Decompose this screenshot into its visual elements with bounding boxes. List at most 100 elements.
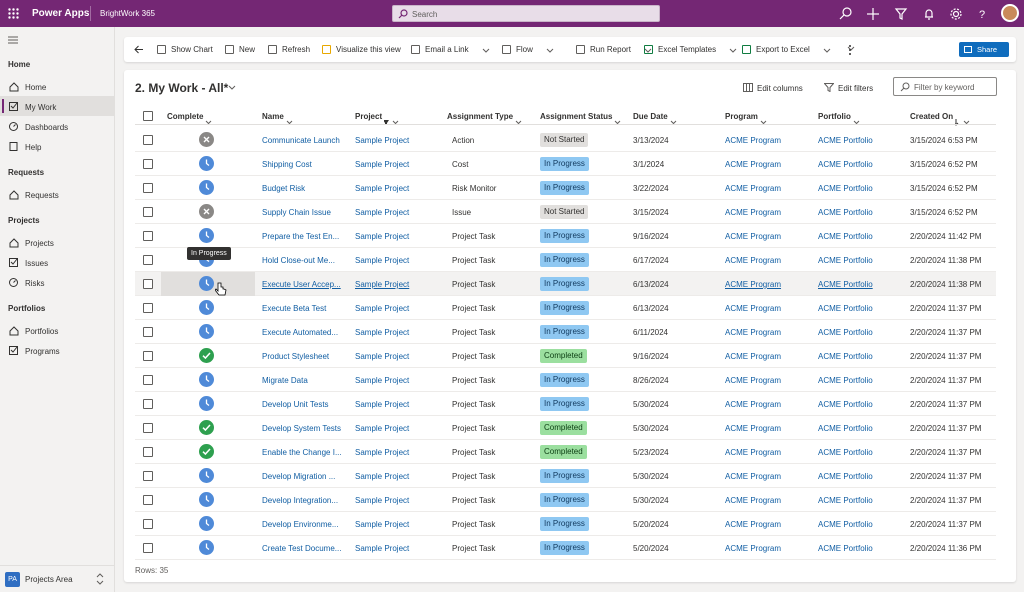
complete-icon[interactable] <box>199 540 214 555</box>
nav-item[interactable]: Help <box>25 143 42 152</box>
column-header[interactable]: Assignment Status <box>540 112 613 121</box>
nav-item[interactable]: Portfolios <box>25 327 59 336</box>
record-link[interactable]: Develop Integration... <box>262 496 339 505</box>
record-link[interactable]: Sample Project <box>355 496 410 505</box>
complete-icon[interactable] <box>199 348 214 363</box>
column-header[interactable]: Name <box>262 112 284 121</box>
record-link[interactable]: ACME Program <box>725 352 782 361</box>
complete-icon[interactable] <box>199 372 214 387</box>
record-link[interactable]: ACME Portfolio <box>818 184 873 193</box>
command-button[interactable]: Run Report <box>590 45 631 54</box>
record-link[interactable]: Supply Chain Issue <box>262 208 331 217</box>
record-link[interactable]: Develop Environme... <box>262 520 339 529</box>
record-link[interactable]: ACME Program <box>725 136 782 145</box>
record-link[interactable]: Sample Project <box>355 400 410 409</box>
command-chevron[interactable] <box>546 47 554 56</box>
record-link[interactable]: Sample Project <box>355 424 410 433</box>
nav-item[interactable]: Risks <box>25 279 45 288</box>
record-link[interactable]: ACME Portfolio <box>818 304 873 313</box>
nav-item[interactable]: Projects <box>25 239 54 248</box>
nav-item[interactable]: Programs <box>25 347 60 356</box>
record-link[interactable]: ACME Program <box>725 160 782 169</box>
complete-icon[interactable] <box>199 180 214 195</box>
record-link[interactable]: ACME Portfolio <box>818 520 873 529</box>
edit-filters[interactable]: Edit filters <box>838 84 874 93</box>
complete-icon[interactable] <box>199 420 214 435</box>
command-chevron[interactable] <box>482 47 490 56</box>
record-link[interactable]: ACME Portfolio <box>818 544 873 553</box>
checkbox[interactable] <box>143 159 153 169</box>
checkbox[interactable] <box>143 447 153 457</box>
record-link[interactable]: ACME Portfolio <box>818 472 873 481</box>
record-link[interactable]: ACME Portfolio <box>818 136 873 145</box>
complete-icon[interactable] <box>199 492 214 507</box>
command-button[interactable]: Excel Templates <box>658 45 717 54</box>
record-link[interactable]: Sample Project <box>355 376 410 385</box>
checkbox[interactable] <box>143 135 153 145</box>
record-link[interactable]: ACME Program <box>725 304 782 313</box>
record-link[interactable]: ACME Portfolio <box>818 496 873 505</box>
search-box[interactable]: Search <box>392 5 660 22</box>
command-button[interactable]: Flow <box>516 45 533 54</box>
checkbox[interactable] <box>143 303 153 313</box>
command-button[interactable]: Visualize this view <box>336 45 401 54</box>
record-link[interactable]: Execute Beta Test <box>262 304 327 313</box>
command-chevron[interactable] <box>644 47 652 56</box>
command-button[interactable]: New <box>239 45 256 54</box>
nav-item[interactable]: Home <box>25 83 47 92</box>
checkbox[interactable] <box>143 279 153 289</box>
complete-icon[interactable] <box>199 300 214 315</box>
menu-icon[interactable] <box>8 36 18 44</box>
record-link[interactable]: Migrate Data <box>262 376 308 385</box>
command-chevron[interactable] <box>823 47 831 56</box>
checkbox[interactable] <box>143 423 153 433</box>
column-header[interactable]: Portfolio <box>818 112 851 121</box>
record-link[interactable]: Sample Project <box>355 256 410 265</box>
column-header[interactable]: Created On <box>910 112 954 121</box>
area-switcher[interactable]: PA Projects Area <box>0 565 115 592</box>
record-link[interactable]: ACME Program <box>725 208 782 217</box>
record-link[interactable]: ACME Portfolio <box>818 328 873 337</box>
keyword-filter[interactable]: Filter by keyword <box>893 77 997 96</box>
column-header[interactable]: Project <box>355 112 383 121</box>
record-link[interactable]: ACME Program <box>725 496 782 505</box>
waffle-icon[interactable] <box>8 8 19 19</box>
checkbox[interactable] <box>143 231 153 241</box>
record-link[interactable]: ACME Program <box>725 376 782 385</box>
record-link[interactable]: Sample Project <box>355 232 410 241</box>
command-button[interactable]: Email a Link <box>425 45 469 54</box>
nav-item[interactable]: Dashboards <box>25 123 69 132</box>
record-link[interactable]: Product Stylesheet <box>262 352 330 361</box>
record-link[interactable]: ACME Portfolio <box>818 280 873 289</box>
share-button[interactable]: Share <box>959 42 1009 57</box>
record-link[interactable]: Develop System Tests <box>262 424 341 433</box>
nav-item[interactable]: Requests <box>25 191 59 200</box>
record-link[interactable]: Execute User Accep... <box>262 280 341 289</box>
record-link[interactable]: ACME Portfolio <box>818 376 873 385</box>
record-link[interactable]: ACME Portfolio <box>818 400 873 409</box>
record-link[interactable]: ACME Portfolio <box>818 160 873 169</box>
checkbox[interactable] <box>143 543 153 553</box>
record-link[interactable]: ACME Program <box>725 520 782 529</box>
record-link[interactable]: ACME Portfolio <box>818 232 873 241</box>
record-link[interactable]: ACME Portfolio <box>818 256 873 265</box>
record-link[interactable]: Create Test Docume... <box>262 544 342 553</box>
command-chevron[interactable] <box>729 47 737 56</box>
record-link[interactable]: Sample Project <box>355 208 410 217</box>
command-button[interactable]: Refresh <box>282 45 311 54</box>
complete-icon[interactable] <box>199 444 214 459</box>
record-link[interactable]: ACME Program <box>725 400 782 409</box>
record-link[interactable]: Sample Project <box>355 160 410 169</box>
record-link[interactable]: Sample Project <box>355 520 410 529</box>
checkbox[interactable] <box>143 399 153 409</box>
checkbox[interactable] <box>143 327 153 337</box>
column-header[interactable]: Assignment Type <box>447 112 514 121</box>
record-link[interactable]: Execute Automated... <box>262 328 339 337</box>
record-link[interactable]: Sample Project <box>355 448 410 457</box>
column-header[interactable]: Program <box>725 112 758 121</box>
complete-icon[interactable] <box>199 132 214 147</box>
record-link[interactable]: Sample Project <box>355 304 410 313</box>
complete-icon[interactable] <box>199 228 214 243</box>
record-link[interactable]: Budget Risk <box>262 184 306 193</box>
checkbox[interactable] <box>143 207 153 217</box>
